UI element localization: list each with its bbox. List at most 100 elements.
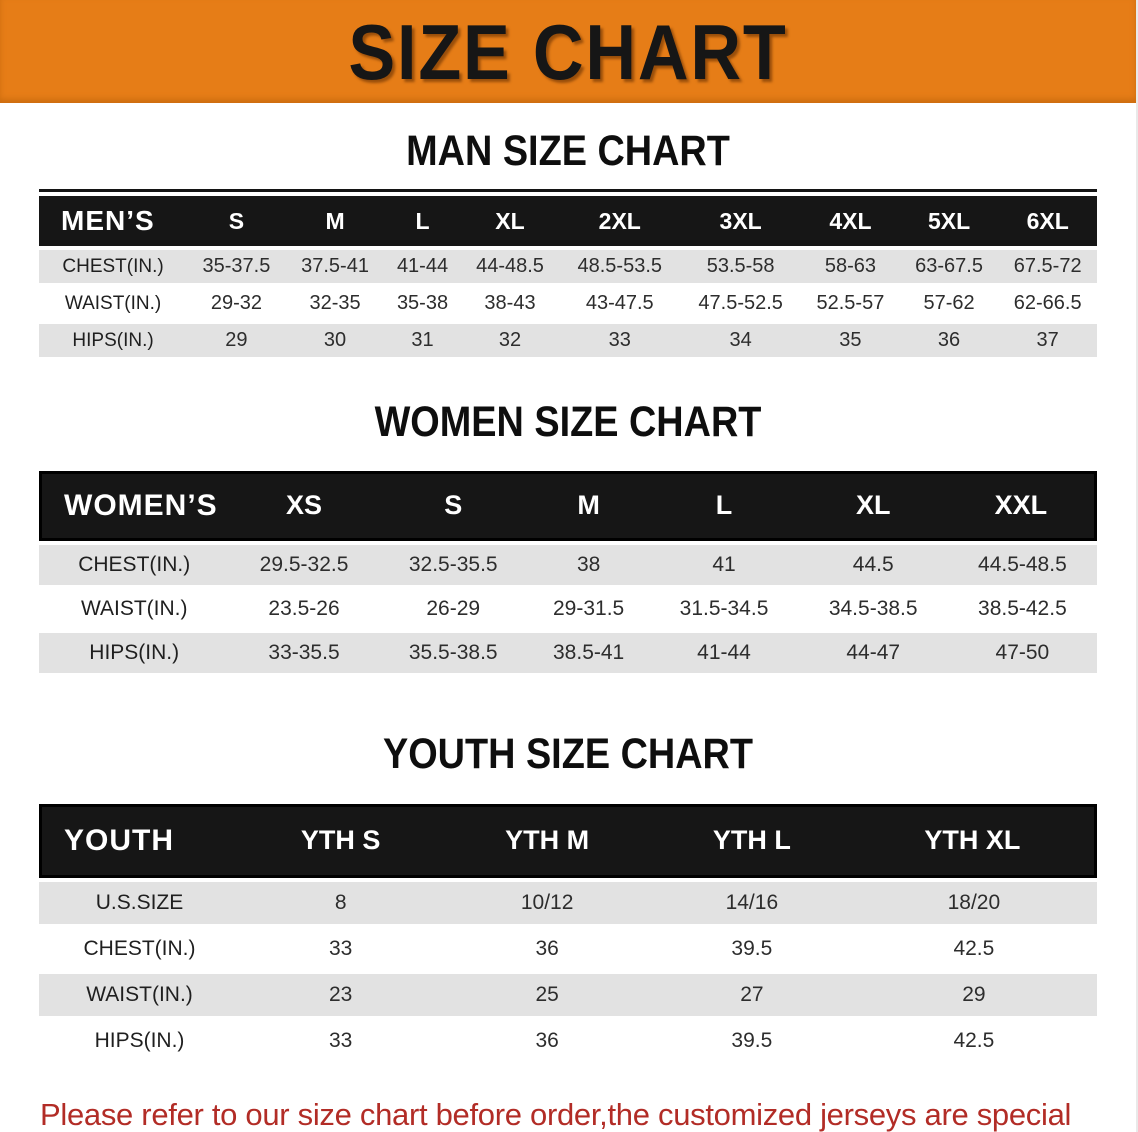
youth-section: YOUTH SIZE CHART YOUTH YTH S YTH M YTH L YTH…: [0, 729, 1136, 1066]
size-value-cell: 52.5-57: [816, 292, 885, 315]
table-row: CHEST(IN.) 35-37.5 37.5-41 41-44 44-48.5 48.5…: [39, 250, 1097, 284]
size-value-cell: 30: [323, 329, 347, 352]
size-value-cell: 38.5-42.5: [978, 596, 1067, 620]
size-value-cell: 48.5-53.5: [577, 255, 663, 278]
size-column-header: 3XL: [680, 196, 802, 247]
size-value-cell: 31: [411, 329, 434, 352]
table-corner-label: WOMEN’S: [39, 470, 230, 541]
size-column-header: 6XL: [998, 196, 1097, 247]
size-value-cell: 31.5-34.5: [679, 596, 769, 620]
size-value-cell: 58-63: [824, 255, 876, 278]
size-value-cell: 33: [328, 936, 353, 960]
size-value-cell: 18/20: [947, 890, 1001, 914]
row-label: WAIST(IN.): [64, 292, 162, 314]
size-column-header: 5XL: [899, 196, 999, 247]
size-column-header: L: [384, 196, 461, 247]
disclaimer-line-1: Please refer to our size chart before or…: [40, 1096, 1072, 1132]
size-value-cell: 35.5-38.5: [408, 640, 498, 664]
size-value-cell: 44-48.5: [476, 255, 544, 278]
row-label: HIPS(IN.): [89, 640, 180, 664]
banner: SIZE CHART: [0, 0, 1136, 103]
table-header-row: WOMEN’S XS S M L XL XXL: [39, 470, 1097, 541]
size-value-cell: 29.5-32.5: [259, 552, 349, 576]
size-column-header: YTH M: [441, 803, 653, 878]
men-section: MAN SIZE CHART MEN’S S M L XL 2XL 3XL 4XL 5XL 6XL…: [0, 127, 1136, 361]
size-value-cell: 38: [576, 552, 601, 576]
size-value-cell: 42.5: [953, 1028, 995, 1052]
men-section-heading: MAN SIZE CHART: [406, 127, 730, 175]
size-value-cell: 57-62: [923, 292, 975, 315]
row-label: WAIST(IN.): [86, 982, 193, 1006]
size-value-cell: 42.5: [953, 936, 995, 960]
size-value-cell: 35: [839, 329, 862, 352]
disclaimer: Please refer to our size chart before or…: [40, 1092, 1116, 1132]
size-value-cell: 32: [498, 329, 522, 352]
table-row: HIPS(IN.) 33-35.5 35.5-38.5 38.5-41 41-44 44-…: [39, 632, 1097, 673]
women-section-heading: WOMEN SIZE CHART: [374, 398, 762, 447]
size-value-cell: 33: [328, 1028, 353, 1052]
womens-size-table: WOMEN’S XS S M L XL XXL CHEST(IN.) 29.5-32.5 32.5…: [39, 467, 1097, 677]
size-value-cell: 34.5-38.5: [828, 596, 918, 620]
size-value-cell: 23: [328, 982, 353, 1006]
size-value-cell: 41-44: [697, 640, 751, 664]
size-column-header: S: [187, 196, 286, 247]
size-column-header: XL: [798, 470, 948, 541]
table-row: HIPS(IN.) 29 30 31 32 33 34 35 36 37: [39, 324, 1097, 358]
youth-section-heading: YOUTH SIZE CHART: [382, 729, 753, 778]
row-label: WAIST(IN.): [80, 596, 188, 620]
size-value-cell: 39.5: [731, 1028, 773, 1052]
size-column-header: 4XL: [801, 196, 900, 247]
size-value-cell: 53.5-58: [706, 255, 775, 278]
table-corner-label: YOUTH: [39, 803, 241, 878]
row-label: CHEST(IN.): [83, 936, 196, 960]
size-value-cell: 10/12: [520, 890, 574, 914]
size-value-cell: 39.5: [731, 936, 773, 960]
size-column-header: M: [527, 470, 650, 541]
size-column-header: YTH L: [652, 803, 851, 878]
row-label: HIPS(IN.): [72, 329, 154, 351]
size-value-cell: 34: [729, 329, 752, 352]
table-row: WAIST(IN.) 23.5-26 26-29 29-31.5 31.5-34.5 34…: [39, 588, 1097, 629]
size-value-cell: 44.5-48.5: [978, 552, 1067, 576]
table-row: CHEST(IN.) 29.5-32.5 32.5-35.5 38 41 44.5 44.5…: [39, 544, 1097, 585]
size-value-cell: 62-66.5: [1013, 292, 1082, 315]
size-value-cell: 63-67.5: [915, 255, 983, 278]
size-value-cell: 67.5-72: [1013, 255, 1082, 278]
size-value-cell: 44-47: [846, 640, 901, 664]
size-value-cell: 25: [535, 982, 559, 1006]
size-value-cell: 33-35.5: [268, 640, 340, 664]
size-column-header: 2XL: [559, 196, 681, 247]
size-value-cell: 8: [334, 890, 347, 914]
row-label: U.S.SIZE: [95, 890, 184, 914]
youth-size-table: YOUTH YTH S YTH M YTH L YTH XL U.S.SIZE 8 10/12…: [39, 800, 1097, 1066]
size-column-header: M: [285, 196, 385, 247]
size-column-header: XS: [229, 470, 379, 541]
size-value-cell: 32.5-35.5: [408, 552, 498, 576]
size-column-header: XXL: [947, 470, 1097, 541]
size-value-cell: 44.5: [852, 552, 894, 576]
size-value-cell: 36: [535, 1028, 559, 1052]
row-label: CHEST(IN.): [62, 255, 164, 277]
table-row: CHEST(IN.) 33 36 39.5 42.5: [39, 927, 1097, 970]
table-corner-label: MEN’S: [39, 196, 188, 247]
size-column-header: XL: [460, 196, 560, 247]
size-value-cell: 33: [608, 329, 631, 352]
size-value-cell: 29: [962, 982, 986, 1006]
size-value-cell: 27: [740, 982, 764, 1006]
mens-size-table: MEN’S S M L XL 2XL 3XL 4XL 5XL 6XL CHEST(IN.) 35-37…: [39, 189, 1097, 361]
row-label: HIPS(IN.): [94, 1028, 185, 1052]
size-column-header: YTH S: [240, 803, 442, 878]
size-value-cell: 37: [1036, 329, 1059, 352]
table-row: WAIST(IN.) 23 25 27 29: [39, 973, 1097, 1016]
size-value-cell: 37.5-41: [301, 255, 369, 278]
size-value-cell: 38-43: [484, 292, 536, 315]
row-label: CHEST(IN.): [78, 552, 191, 576]
size-value-cell: 47-50: [995, 640, 1050, 664]
table-row: WAIST(IN.) 29-32 32-35 35-38 38-43 43-47.5 47.…: [39, 287, 1097, 321]
size-value-cell: 35-38: [396, 292, 449, 315]
size-value-cell: 23.5-26: [268, 596, 340, 620]
size-value-cell: 29-32: [210, 292, 262, 315]
size-value-cell: 36: [535, 936, 559, 960]
size-column-header: YTH XL: [850, 803, 1097, 878]
table-header-row: MEN’S S M L XL 2XL 3XL 4XL 5XL 6XL: [39, 196, 1097, 247]
